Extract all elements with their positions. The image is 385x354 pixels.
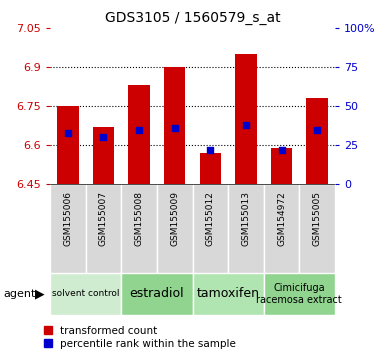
Bar [300,184,335,273]
Bar [271,148,292,184]
Text: ▶: ▶ [35,287,44,300]
Bar [128,85,150,184]
Bar [85,184,121,273]
Text: GSM155007: GSM155007 [99,191,108,246]
Text: solvent control: solvent control [52,289,119,298]
Text: Cimicifuga
racemosa extract: Cimicifuga racemosa extract [256,283,342,305]
Point [207,147,213,153]
Bar [157,184,192,273]
Point [314,127,320,132]
Bar [121,184,157,273]
Text: GSM155013: GSM155013 [241,191,250,246]
Point [278,147,285,153]
Bar [235,54,257,184]
Text: tamoxifen: tamoxifen [197,287,259,300]
Point [243,122,249,128]
Text: GSM154972: GSM154972 [277,191,286,246]
Point [172,125,178,131]
Bar [93,127,114,184]
Text: estradiol: estradiol [130,287,184,300]
Bar [228,184,264,273]
Point [65,130,71,136]
Bar [192,273,264,315]
Bar [50,184,85,273]
Bar [57,106,79,184]
Legend: transformed count, percentile rank within the sample: transformed count, percentile rank withi… [44,326,236,349]
Bar [121,273,192,315]
Text: GSM155006: GSM155006 [64,191,72,246]
Bar [192,184,228,273]
Text: GSM155008: GSM155008 [135,191,144,246]
Bar [264,273,335,315]
Text: GSM155012: GSM155012 [206,191,215,246]
Bar [164,67,186,184]
Bar [199,153,221,184]
Text: agent: agent [4,289,36,299]
Bar [50,273,121,315]
Point [136,127,142,132]
Bar [264,184,300,273]
Title: GDS3105 / 1560579_s_at: GDS3105 / 1560579_s_at [105,11,280,24]
Bar [306,98,328,184]
Point [100,135,107,140]
Text: GSM155009: GSM155009 [170,191,179,246]
Text: GSM155005: GSM155005 [313,191,321,246]
